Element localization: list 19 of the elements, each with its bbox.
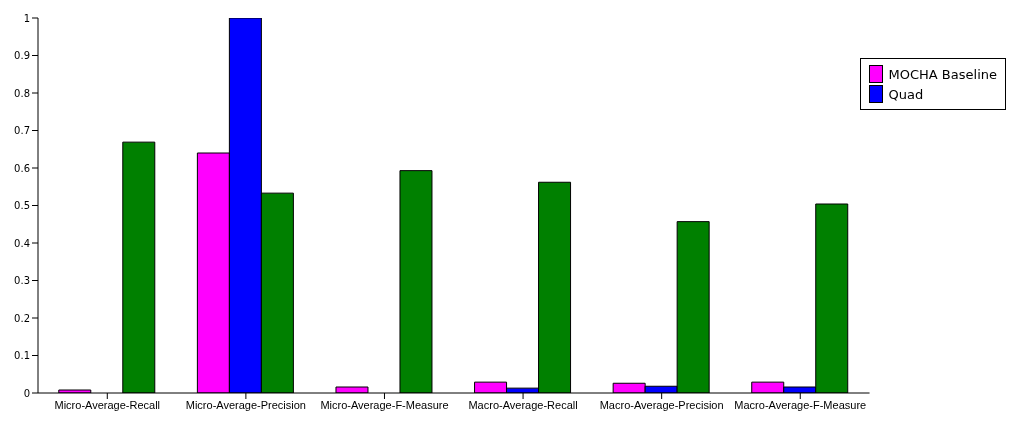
legend-label: Quad [888, 86, 924, 102]
y-tick-label: 0.5 [14, 200, 30, 212]
x-tick-label: Macro-Average-F-Measure [734, 398, 867, 411]
y-tick-label: 0.2 [14, 312, 30, 324]
y-tick-label: 0.3 [14, 275, 30, 287]
x-tick-label: Macro-Average-Recall [468, 398, 578, 411]
y-tick-label: 0.1 [14, 350, 30, 362]
y-tick-label: 1 [23, 12, 30, 24]
y-tick-label: 0.9 [14, 50, 30, 62]
y-tick-label: 0.4 [14, 237, 30, 249]
y-tick-label: 0.7 [14, 125, 30, 137]
legend-label: MOCHA Baseline [888, 66, 997, 82]
x-tick-label: Macro-Average-Precision [599, 398, 724, 411]
y-tick-label: 0 [23, 387, 30, 399]
x-tick-label: Micro-Average-F-Measure [320, 398, 449, 411]
y-tick-label: 0.8 [14, 87, 30, 99]
x-tick-label: Micro-Average-Recall [54, 398, 161, 411]
y-tick-label: 0.6 [14, 162, 30, 174]
x-tick-label: Micro-Average-Precision [185, 398, 306, 411]
